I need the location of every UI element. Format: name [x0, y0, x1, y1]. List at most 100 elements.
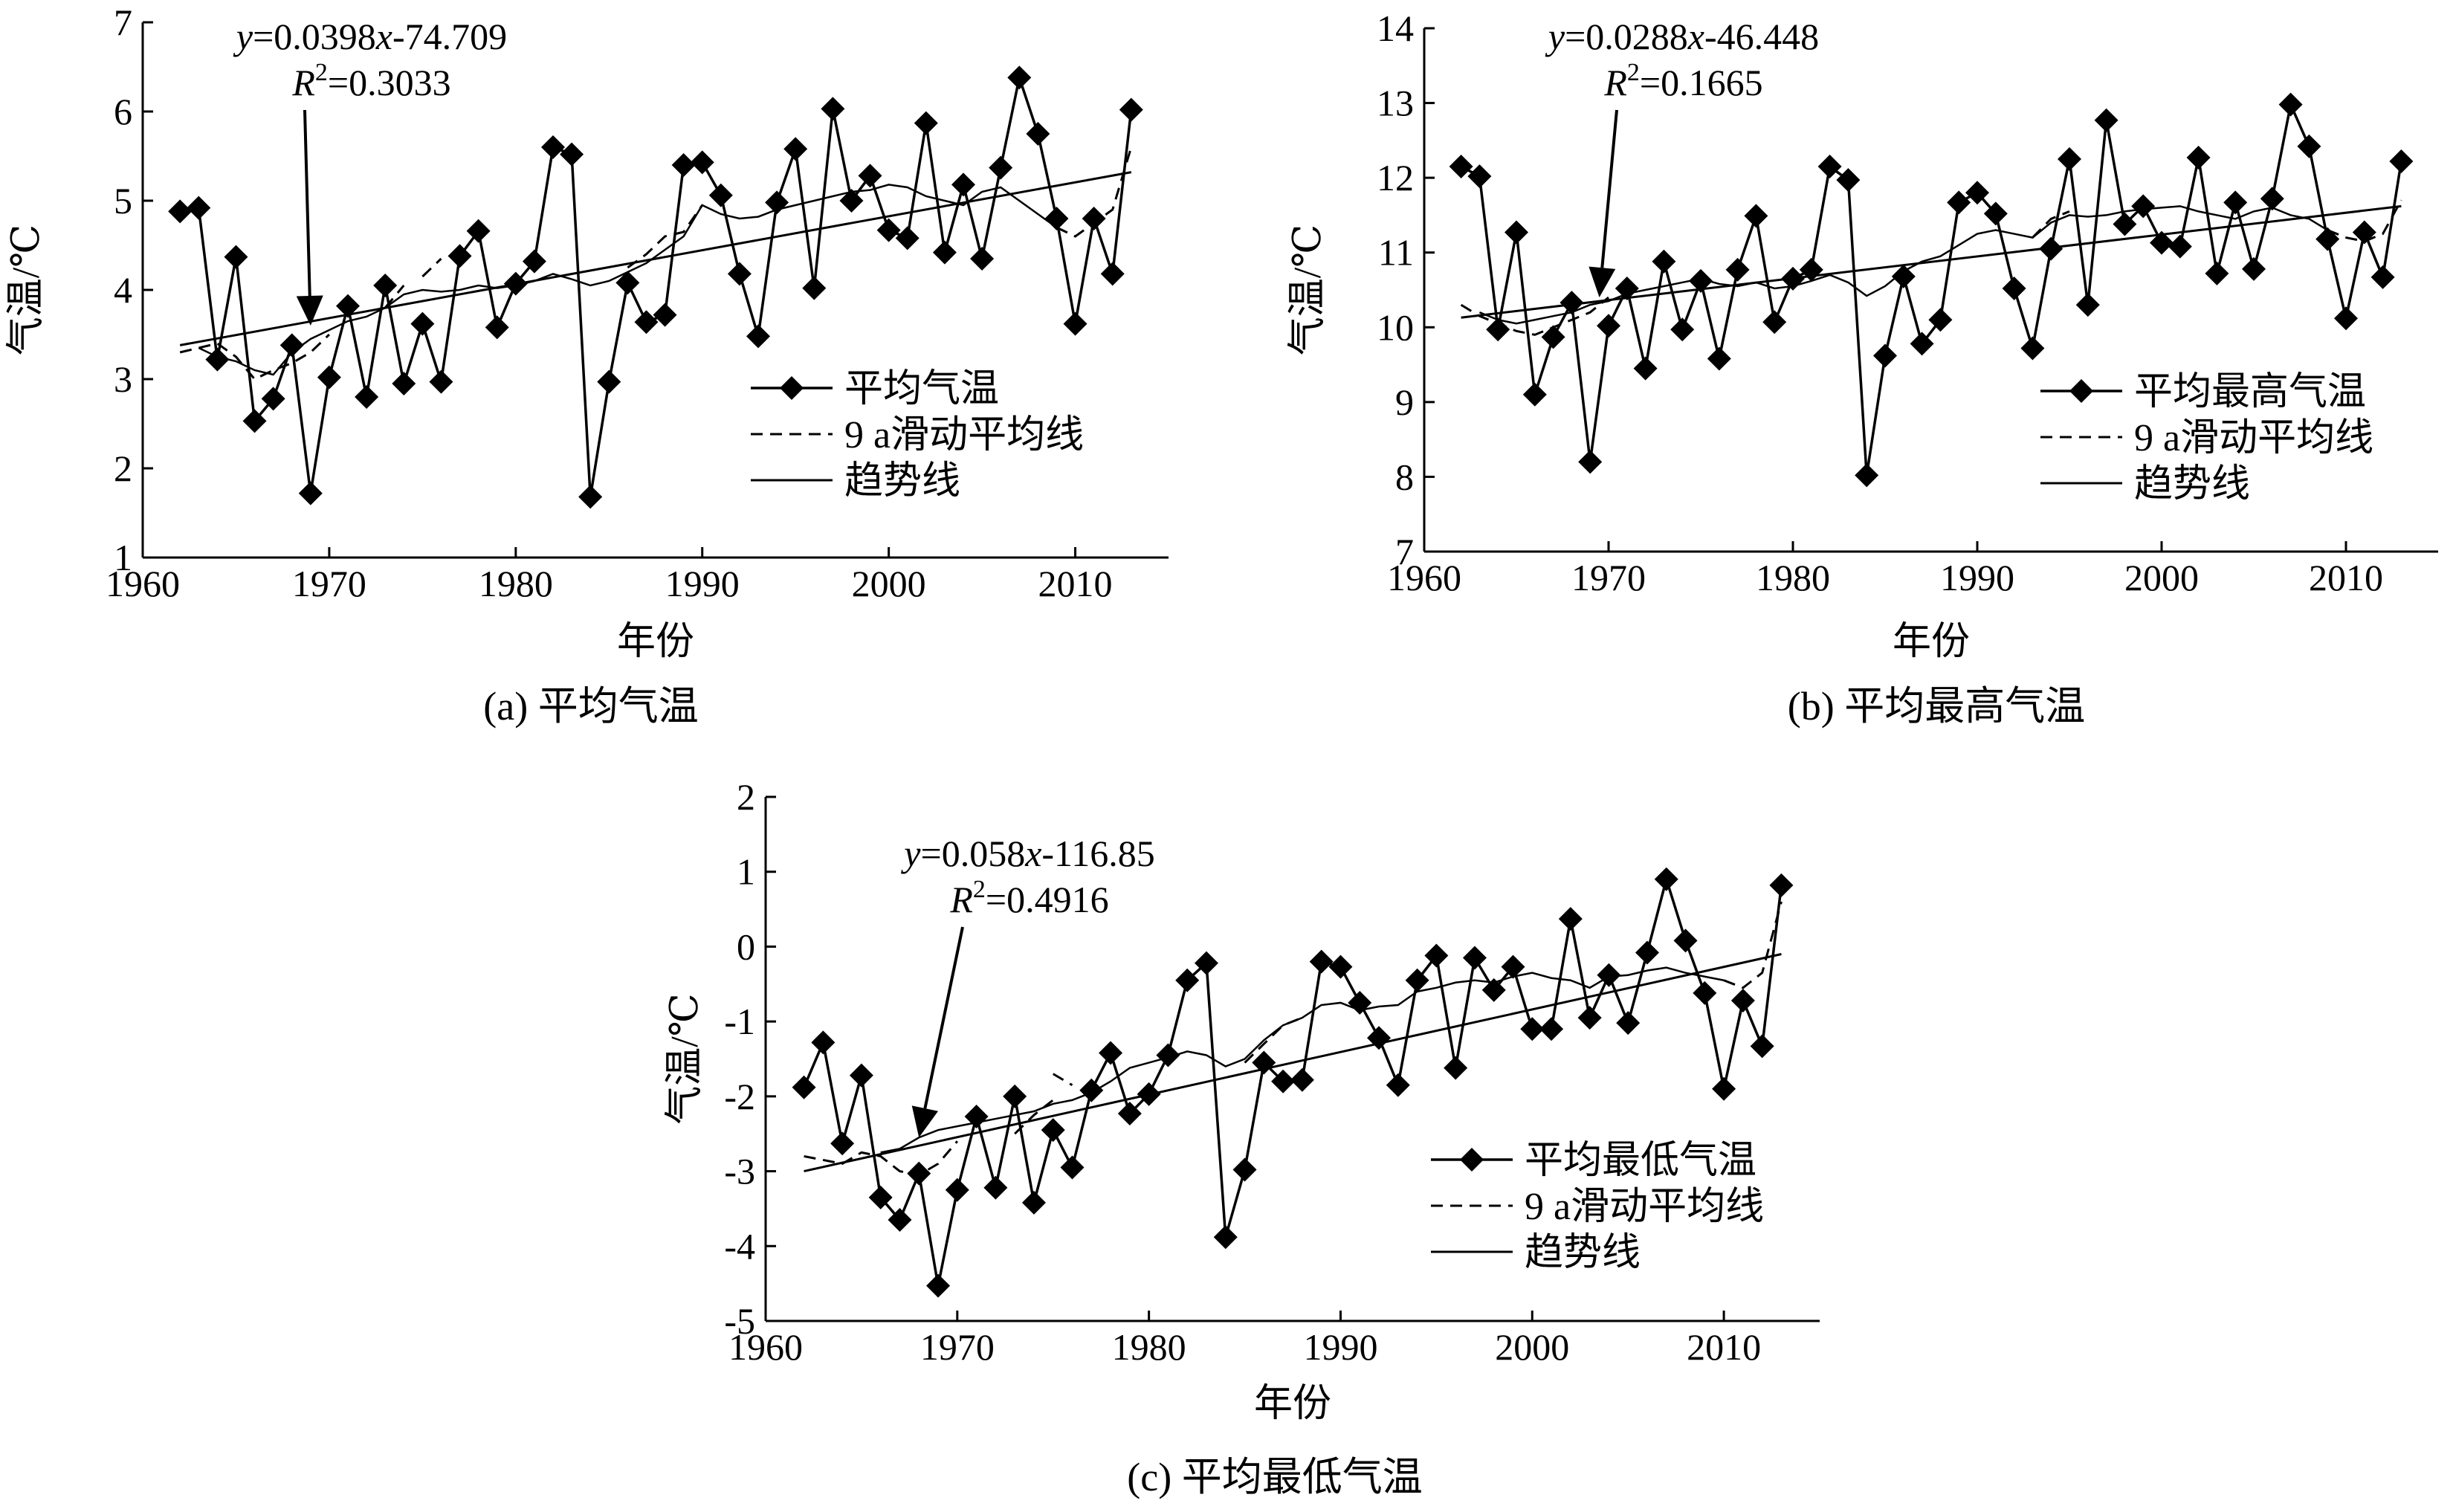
data-point — [1891, 264, 1916, 288]
data-point — [2205, 261, 2229, 285]
data-point — [2131, 194, 2156, 219]
data-point — [1799, 257, 1823, 282]
data-point — [2186, 145, 2211, 169]
data-point — [1467, 164, 1492, 189]
data-point — [410, 311, 435, 336]
data-point — [2315, 227, 2340, 251]
moving-average-dashed — [2032, 210, 2070, 239]
moving-average-dashed — [627, 204, 703, 269]
data-point — [355, 385, 379, 409]
data-point — [2370, 265, 2395, 289]
legend-label-moving-average: 9 a滑动平均线 — [2134, 417, 2373, 459]
data-point — [1156, 1043, 1180, 1067]
data-point — [1213, 1225, 1238, 1250]
data-point — [2113, 212, 2137, 236]
moving-average-dashed — [179, 333, 330, 381]
data-point — [653, 303, 677, 327]
x-tick-label: 1970 — [920, 1326, 995, 1368]
data-point — [1558, 907, 1583, 931]
data-point — [578, 485, 603, 509]
data-point — [1965, 181, 1989, 205]
legend-label-data: 平均最低气温 — [1525, 1140, 1756, 1182]
data-point — [989, 155, 1013, 180]
data-point — [895, 226, 920, 251]
data-point — [671, 153, 696, 177]
data-point — [1309, 949, 1334, 974]
annotation-arrowhead — [911, 1105, 939, 1138]
data-point — [205, 347, 230, 372]
data-point — [1541, 325, 1565, 349]
y-tick-label: -2 — [724, 1076, 755, 1117]
x-tick-label: 1970 — [292, 563, 366, 604]
data-point — [1560, 291, 1584, 315]
legend-diamond-icon — [780, 376, 804, 400]
data-point — [727, 262, 752, 286]
y-tick-label: 7 — [114, 1, 132, 43]
y-axis-title: 气温/℃ — [1287, 224, 1329, 356]
data-point — [1744, 204, 1768, 228]
x-axis-title: 年份 — [1254, 1383, 1331, 1425]
data-point — [1522, 382, 1547, 407]
data-point — [2242, 256, 2266, 281]
annotation-arrow — [1600, 109, 1618, 268]
data-point — [392, 372, 416, 395]
data-point — [970, 247, 995, 271]
regression-equation: y=0.058x-116.85 — [900, 833, 1154, 874]
x-tick-label: 1970 — [1571, 557, 1646, 598]
y-axis-title: 气温/℃ — [664, 993, 706, 1125]
data-point — [317, 365, 341, 390]
x-tick-label: 1980 — [1756, 557, 1830, 598]
data-point — [1462, 946, 1487, 970]
x-tick-label: 2000 — [852, 563, 926, 604]
data-point — [2389, 149, 2414, 174]
data-point — [1712, 1076, 1736, 1101]
legend-label-data: 平均气温 — [844, 368, 999, 410]
data-point — [1817, 155, 1842, 179]
data-point — [932, 240, 957, 265]
data-point — [926, 1273, 951, 1298]
data-point — [522, 249, 546, 274]
x-tick-label: 1990 — [1303, 1326, 1377, 1368]
y-tick-label: 3 — [114, 358, 132, 400]
legend-diamond-icon — [2069, 379, 2093, 403]
data-point — [868, 1185, 893, 1209]
chart-panel-a: 1 2 3 4 5 6 7 1960 1970 1980 1990 2000 2010 年份 气温/℃ (a)… — [5, 1, 1169, 728]
r-squared-label: R2=0.4916 — [949, 876, 1108, 920]
data-point — [1781, 266, 1805, 291]
data-point — [429, 369, 453, 394]
data-point — [1486, 317, 1510, 342]
data-point — [945, 1177, 969, 1202]
x-tick-label: 2000 — [1495, 1326, 1569, 1368]
data-point — [1750, 1034, 1774, 1059]
y-tick-label: 8 — [1395, 456, 1414, 497]
moving-average-dashed — [1460, 296, 1609, 336]
annotation-arrow — [303, 109, 311, 297]
data-point — [1654, 867, 1678, 891]
data-point — [1007, 65, 1032, 90]
x-tick-label: 2010 — [2309, 557, 2383, 598]
data-point — [2352, 220, 2376, 245]
data-point — [2002, 276, 2026, 300]
data-point — [634, 310, 659, 335]
y-tick-label: 14 — [1377, 7, 1414, 49]
data-point — [2278, 92, 2303, 117]
legend-diamond-icon — [1460, 1148, 1484, 1172]
data-point — [876, 218, 901, 242]
data-point — [830, 1131, 855, 1156]
data-point — [2260, 187, 2284, 211]
data-point — [964, 1105, 989, 1129]
data-point — [1099, 1041, 1123, 1065]
x-tick-label: 1990 — [1940, 557, 2014, 598]
data-point — [1175, 968, 1200, 992]
data-point — [1769, 873, 1794, 897]
data-point — [2334, 306, 2358, 331]
y-tick-label: 7 — [1395, 531, 1414, 572]
data-point — [765, 190, 789, 215]
data-point — [746, 324, 770, 349]
data-point — [1100, 262, 1125, 286]
data-point — [541, 135, 565, 159]
data-point — [1079, 1078, 1104, 1102]
data-point — [1449, 155, 1473, 179]
